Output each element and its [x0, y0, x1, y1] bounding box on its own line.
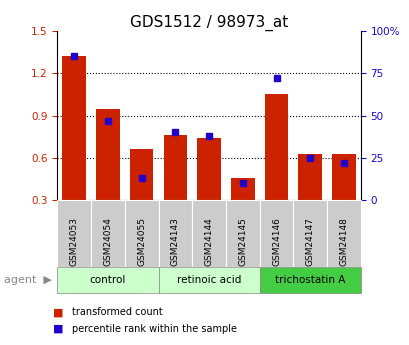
Bar [298, 154, 321, 200]
Text: retinoic acid: retinoic acid [176, 275, 241, 285]
Bar [62, 57, 86, 200]
Title: GDS1512 / 98973_at: GDS1512 / 98973_at [130, 15, 288, 31]
Text: GSM24143: GSM24143 [171, 217, 180, 266]
Text: GSM24054: GSM24054 [103, 217, 112, 266]
Text: percentile rank within the sample: percentile rank within the sample [72, 324, 236, 334]
Text: ■: ■ [53, 324, 64, 334]
Bar [96, 109, 119, 200]
Text: GSM24055: GSM24055 [137, 217, 146, 266]
Text: ■: ■ [53, 307, 64, 317]
Text: GSM24145: GSM24145 [238, 217, 247, 266]
Bar [230, 178, 254, 200]
Text: agent  ▶: agent ▶ [4, 275, 52, 285]
Text: GSM24053: GSM24053 [70, 217, 79, 266]
Bar [331, 154, 355, 200]
Bar [264, 95, 288, 200]
Text: GSM24144: GSM24144 [204, 217, 213, 266]
Bar [197, 138, 220, 200]
Text: control: control [90, 275, 126, 285]
Text: GSM24146: GSM24146 [271, 217, 280, 266]
Text: transformed count: transformed count [72, 307, 162, 317]
Text: GSM24147: GSM24147 [305, 217, 314, 266]
Text: trichostatin A: trichostatin A [274, 275, 344, 285]
Bar [163, 135, 187, 200]
Text: GSM24148: GSM24148 [339, 217, 348, 266]
Bar [130, 149, 153, 200]
